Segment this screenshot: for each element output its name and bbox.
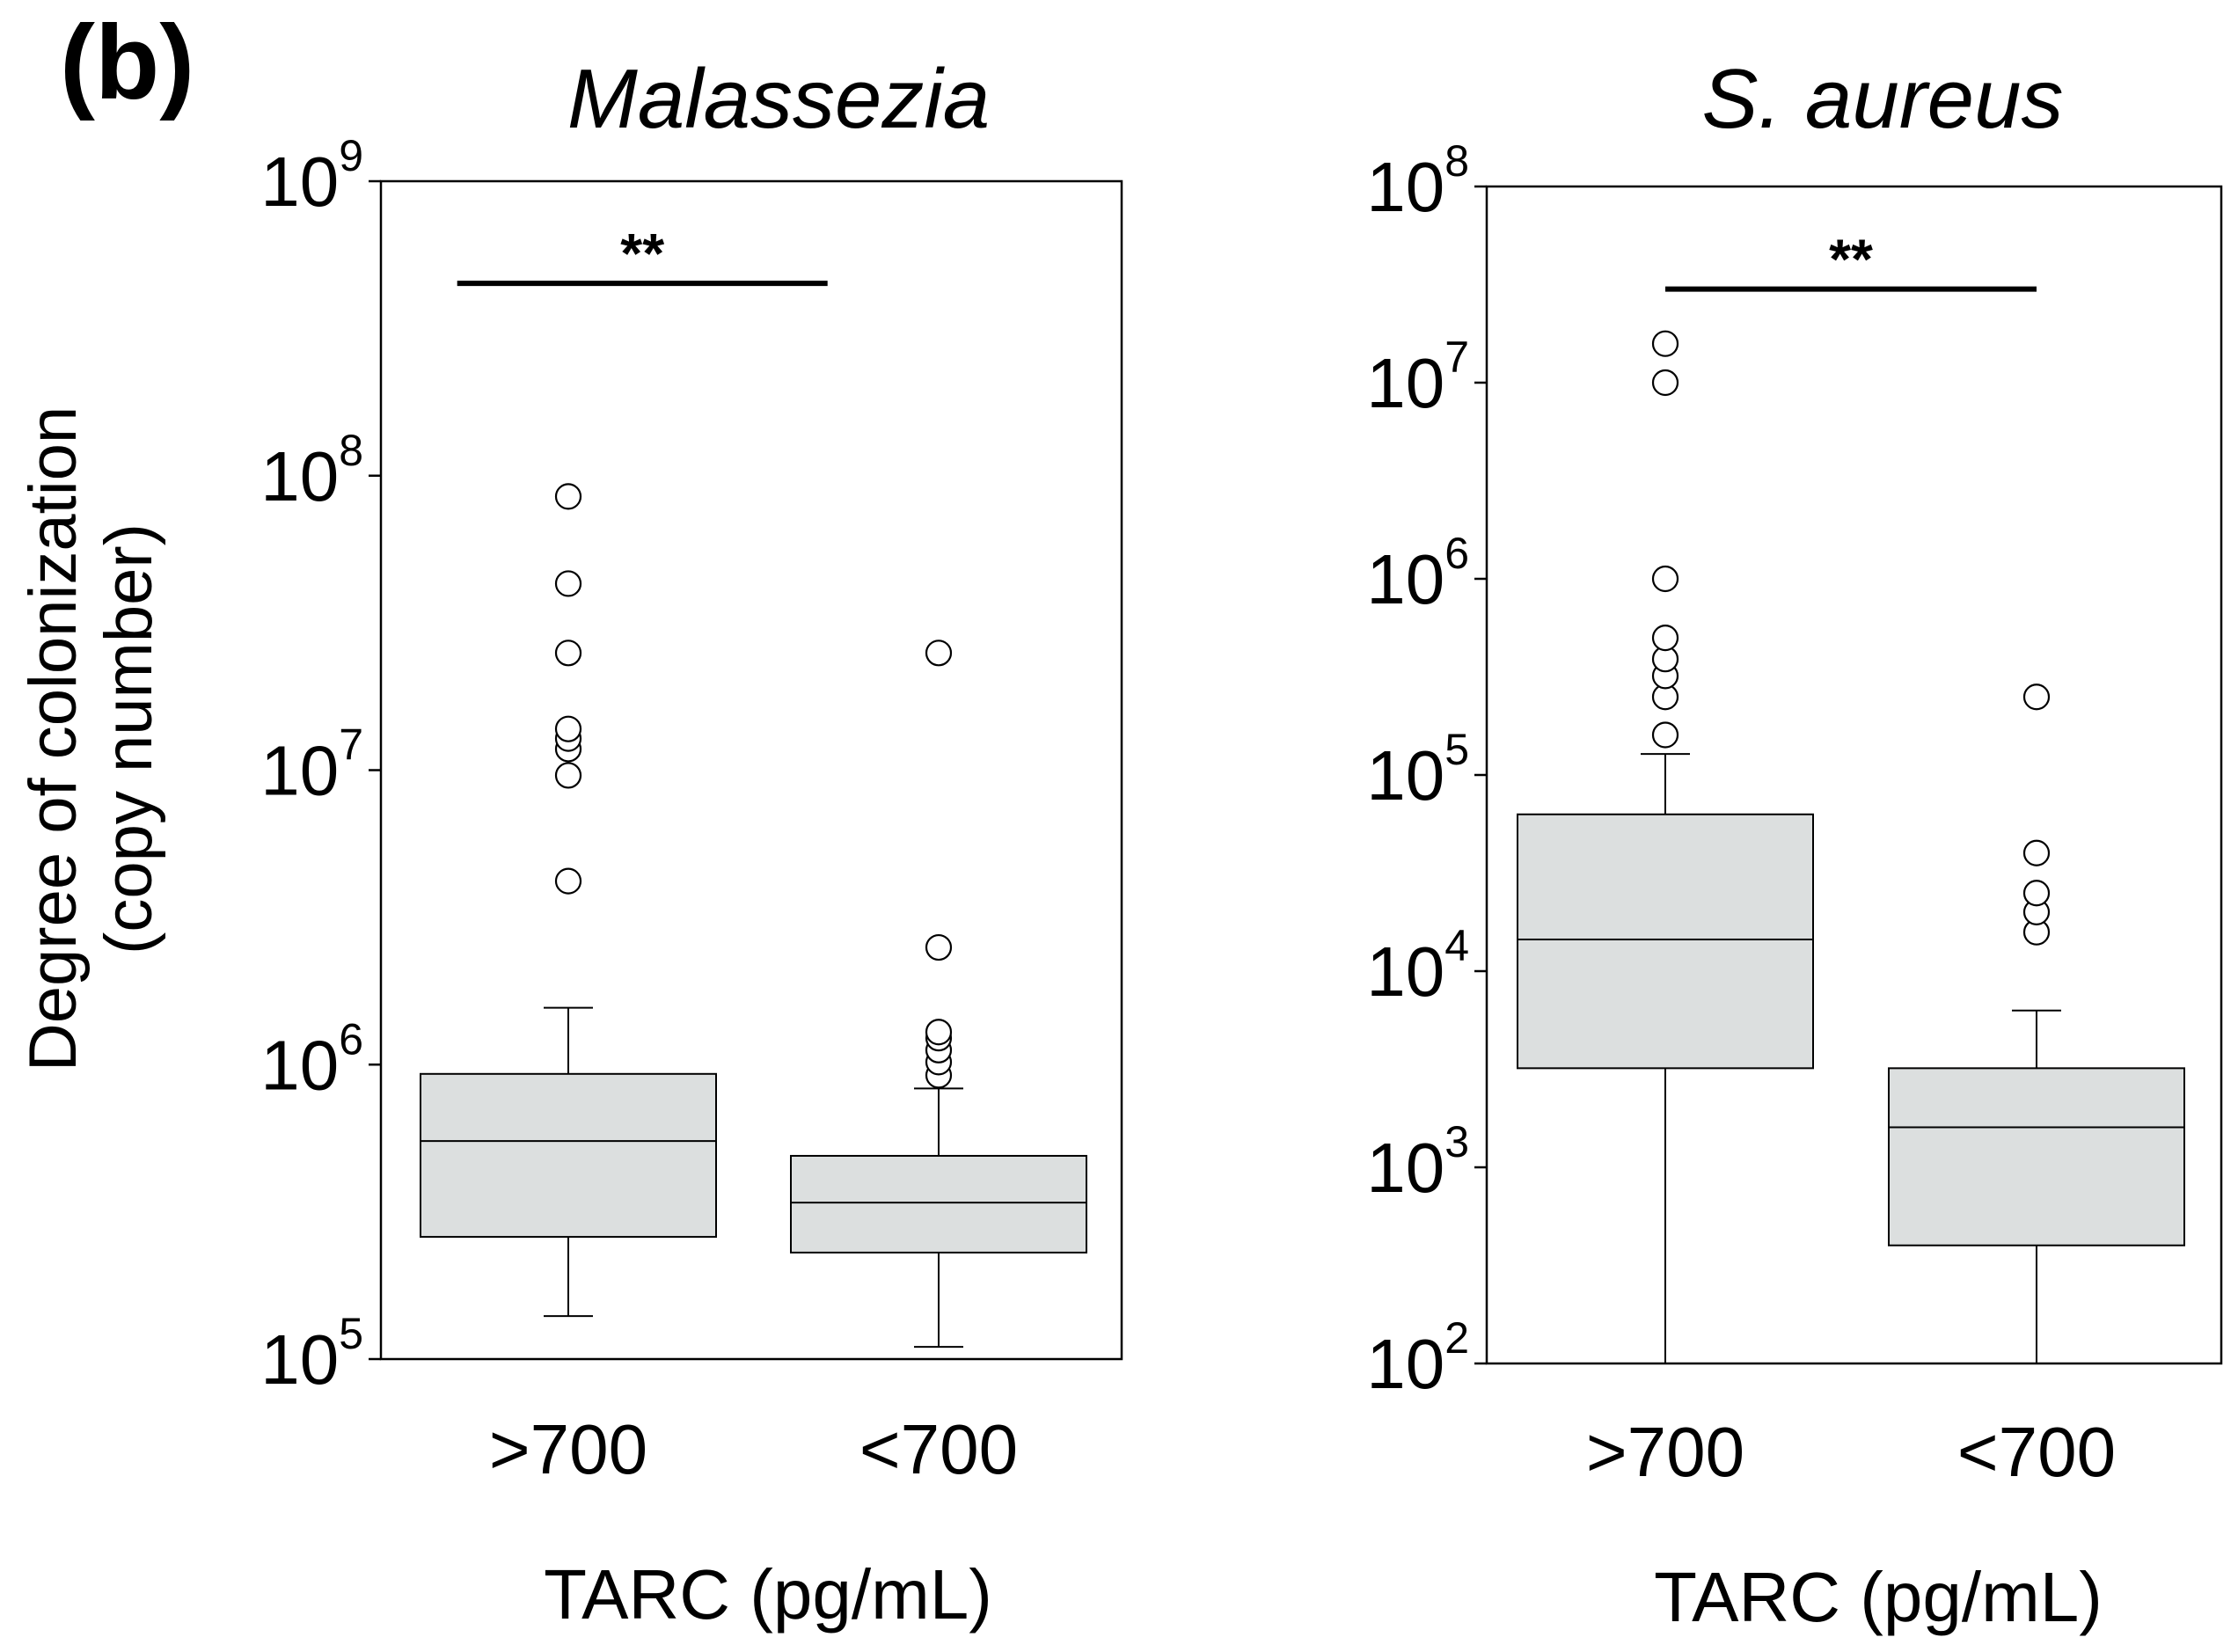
chart-title: S. aureus bbox=[1702, 52, 2064, 146]
outlier-point bbox=[1651, 721, 1679, 749]
y-tick-label: 105 bbox=[1366, 725, 1469, 815]
x-axis-label: TARC (pg/mL) bbox=[544, 1555, 992, 1634]
outlier-point bbox=[554, 715, 582, 742]
outlier-point bbox=[1651, 625, 1679, 652]
outlier-point bbox=[1651, 330, 1679, 357]
panel-label: (b) bbox=[60, 4, 194, 121]
chart-malassezia: Malassezia 105 106 107 108 109 >700 <700 ** TARC … bbox=[260, 52, 1123, 1634]
outlier-point bbox=[554, 867, 582, 895]
y-tick-label: 102 bbox=[1366, 1313, 1469, 1403]
box-lt700 bbox=[790, 640, 1087, 1349]
iqr-box bbox=[420, 1072, 717, 1239]
y-tick-label: 108 bbox=[1366, 136, 1469, 226]
category-label: <700 bbox=[859, 1410, 1018, 1488]
iqr-box bbox=[790, 1154, 1087, 1254]
box-gt700 bbox=[1517, 330, 1814, 1363]
box-gt700 bbox=[420, 483, 717, 1318]
outlier-point bbox=[2022, 683, 2051, 711]
y-axis-label-line2: (copy number) bbox=[91, 523, 166, 954]
box-lt700 bbox=[1888, 683, 2185, 1363]
category-label: >700 bbox=[489, 1410, 647, 1488]
y-tick-label: 107 bbox=[1366, 333, 1469, 422]
outlier-point bbox=[1651, 565, 1679, 593]
y-tick-label: 103 bbox=[1366, 1117, 1469, 1207]
outlier-point bbox=[925, 1019, 953, 1046]
outlier-point bbox=[554, 640, 582, 667]
y-axis-label: Degree of colonization (copy number) bbox=[16, 406, 166, 1071]
y-tick-label: 104 bbox=[1366, 921, 1469, 1011]
y-axis-label-line1: Degree of colonization bbox=[16, 406, 91, 1071]
y-tick-label: 105 bbox=[260, 1309, 363, 1399]
outlier-point bbox=[2022, 880, 2051, 907]
iqr-box bbox=[1517, 813, 1814, 1070]
significance-label: ** bbox=[1829, 228, 1873, 291]
outlier-point bbox=[925, 640, 953, 667]
x-axis-label: TARC (pg/mL) bbox=[1654, 1558, 2103, 1636]
significance-label: ** bbox=[620, 222, 664, 285]
chart-title: Malassezia bbox=[567, 52, 990, 146]
category-label: <700 bbox=[1957, 1413, 2116, 1491]
chart-s-aureus: S. aureus 102 103 104 105 106 107 108 >700 <700 **… bbox=[1366, 52, 2223, 1636]
outlier-point bbox=[925, 933, 953, 961]
y-tick-label: 106 bbox=[1366, 529, 1469, 618]
outlier-point bbox=[2022, 839, 2051, 866]
y-tick-label: 106 bbox=[260, 1014, 363, 1104]
outlier-point bbox=[554, 762, 582, 789]
category-label: >700 bbox=[1586, 1413, 1744, 1491]
y-tick-label: 109 bbox=[260, 131, 363, 221]
y-tick-label: 108 bbox=[260, 426, 363, 515]
iqr-box bbox=[1888, 1067, 2185, 1246]
outlier-point bbox=[1651, 369, 1679, 397]
outlier-point bbox=[554, 570, 582, 597]
y-tick-label: 107 bbox=[260, 720, 363, 810]
outlier-point bbox=[554, 483, 582, 510]
